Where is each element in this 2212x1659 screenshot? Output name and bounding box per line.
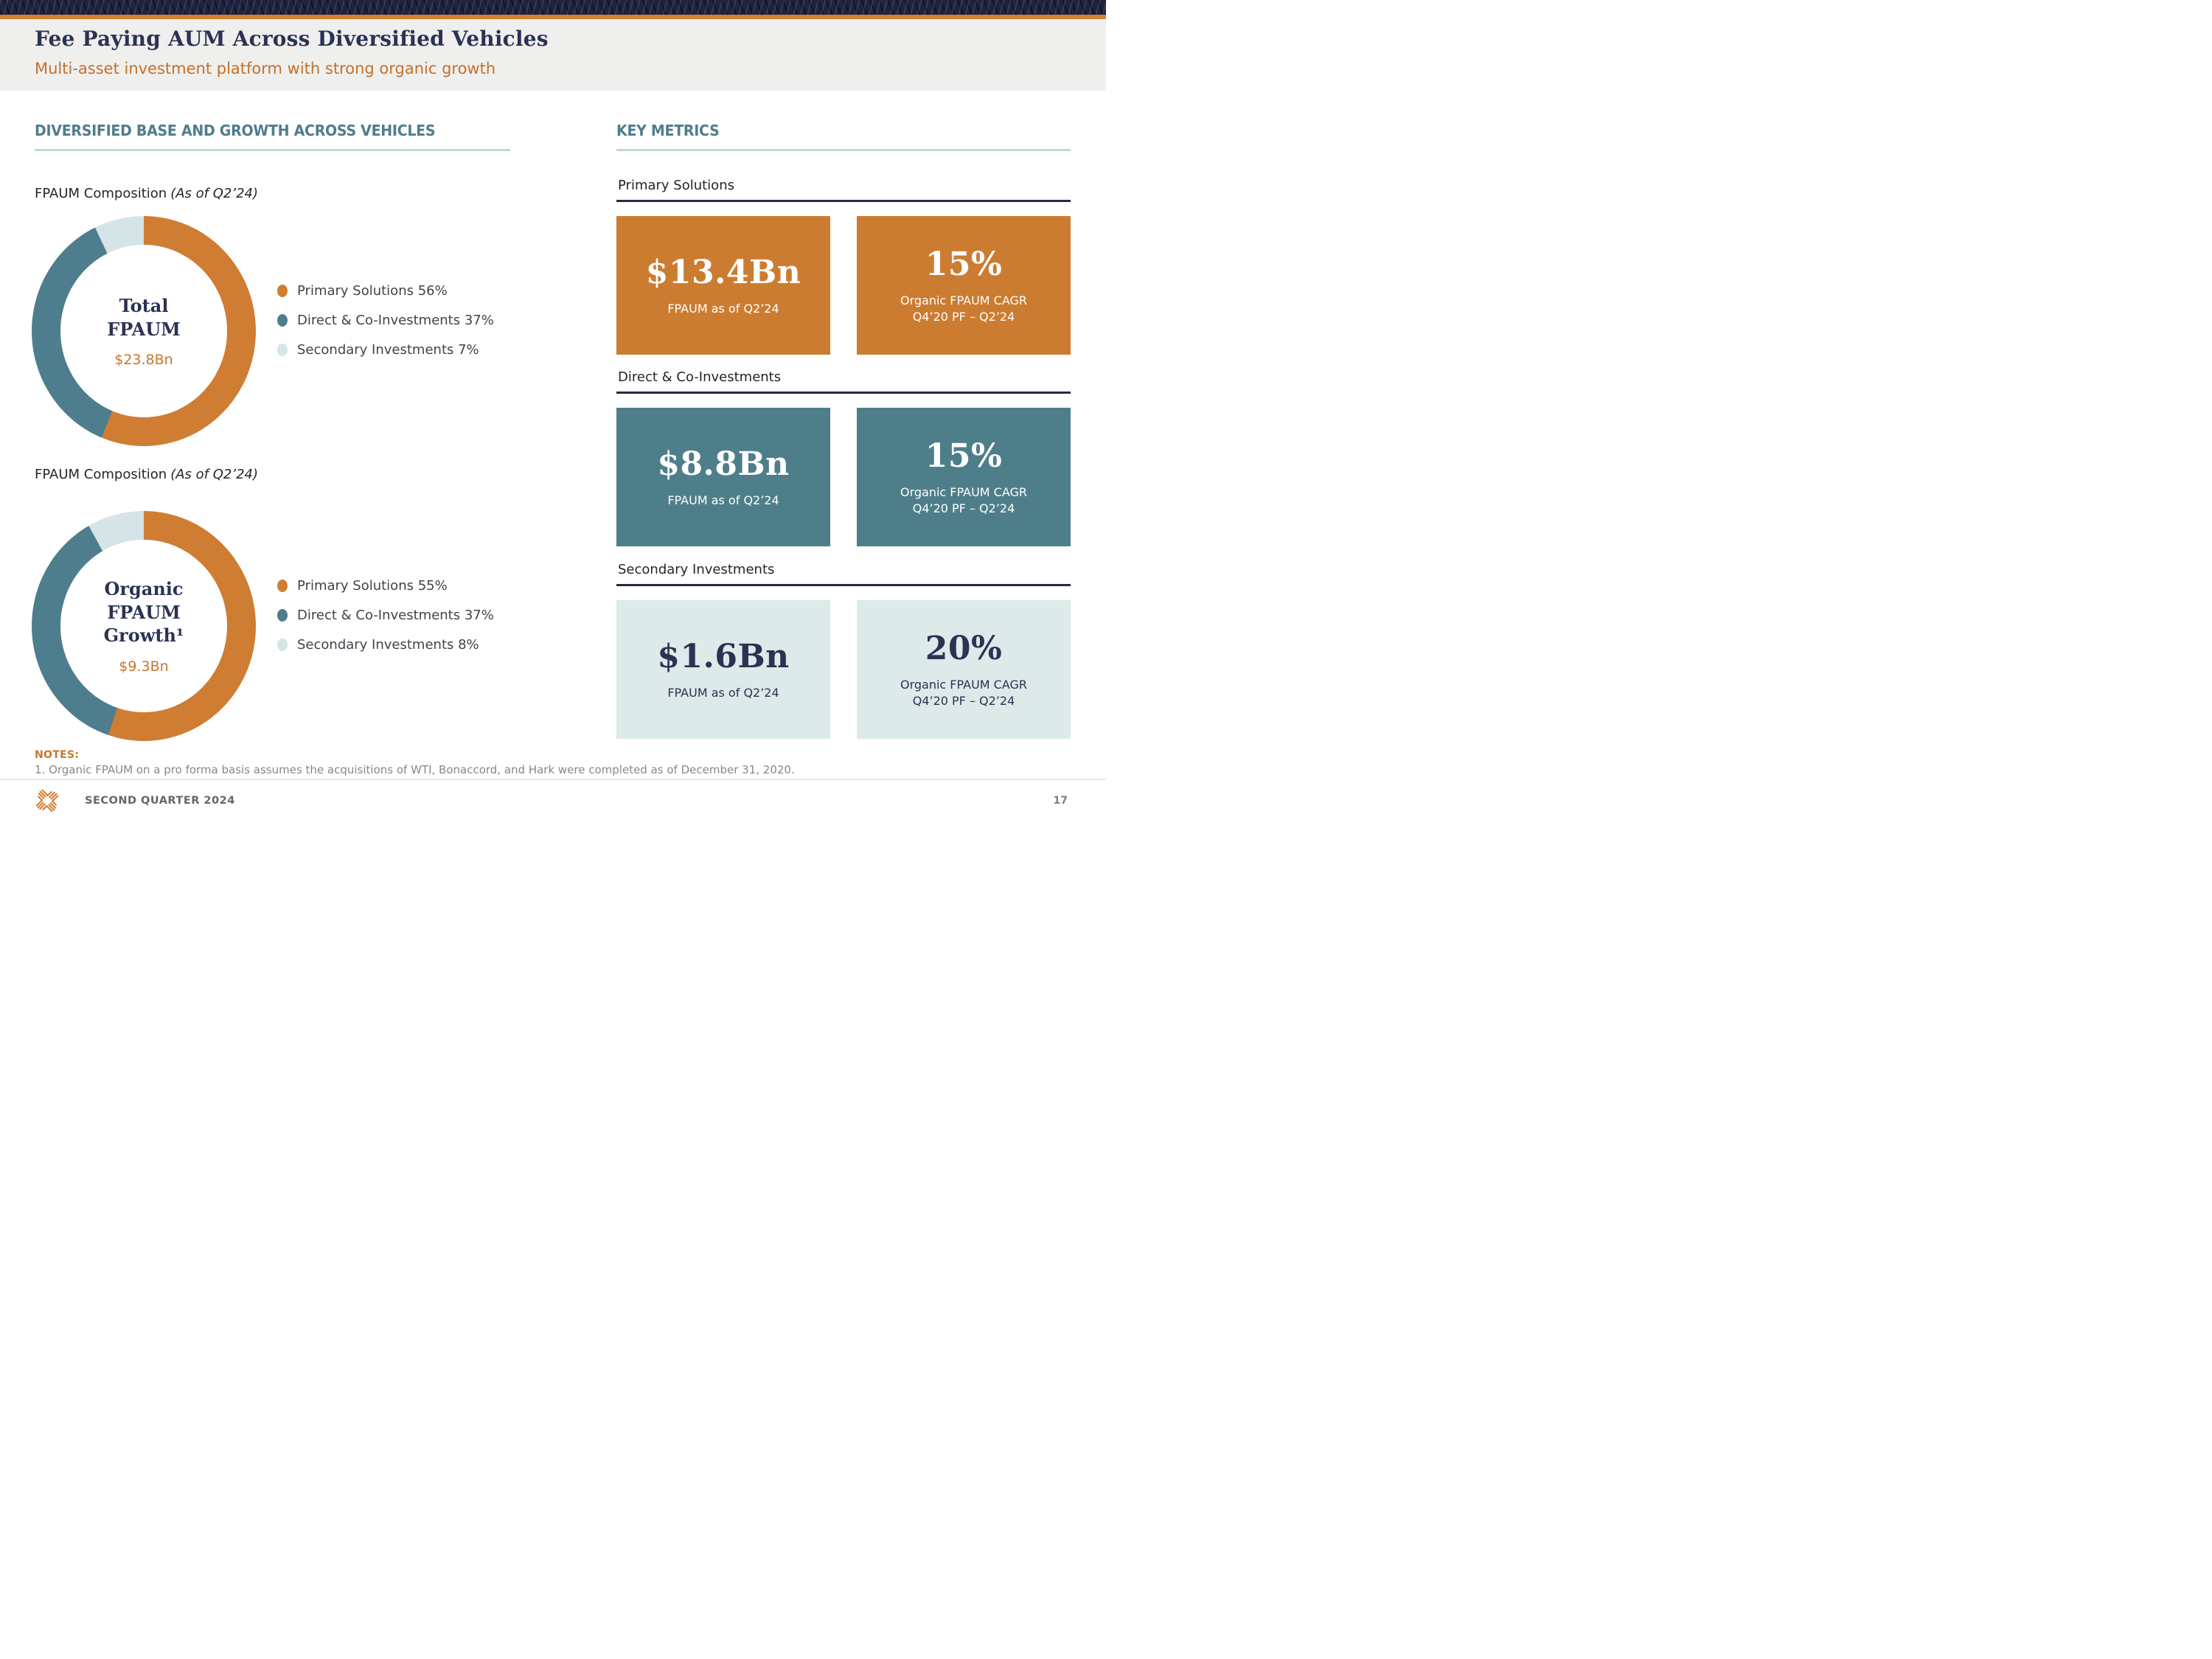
legend-item: Primary Solutions 56% <box>277 283 494 299</box>
legend-item: Primary Solutions 55% <box>277 578 494 594</box>
donut1-center: Total FPAUM $23.8Bn <box>60 245 227 417</box>
legend-dot-direct-icon <box>277 314 288 327</box>
page-subtitle: Multi-asset investment platform with str… <box>35 60 496 77</box>
legend-label: Direct & Co-Investments 37% <box>297 608 494 623</box>
group-label-primary-solutions: Primary Solutions <box>618 178 734 193</box>
metric-caption: FPAUM as of Q2’24 <box>667 301 779 316</box>
donut2-center-title: Organic FPAUM Growth¹ <box>104 577 184 647</box>
metric-value: 20% <box>925 629 1003 667</box>
legend-label: Direct & Co-Investments 37% <box>297 313 494 328</box>
page-number: 17 <box>1053 795 1068 807</box>
legend-label: Primary Solutions 55% <box>297 578 448 594</box>
page-title: Fee Paying AUM Across Diversified Vehicl… <box>35 27 549 51</box>
donut1-caption-text: FPAUM Composition <box>35 186 167 201</box>
legend-dot-secondary-icon <box>277 639 288 651</box>
left-section-heading: DIVERSIFIED BASE AND GROWTH ACROSS VEHIC… <box>35 122 436 139</box>
donut2-center-line3: Growth¹ <box>103 625 184 647</box>
legend-label: Secondary Investments 7% <box>297 342 479 358</box>
legend-item: Secondary Investments 7% <box>277 342 494 358</box>
metric-caption: Organic FPAUM CAGR Q4’20 PF – Q2’24 <box>900 293 1028 324</box>
donut1-legend: Primary Solutions 56% Direct & Co-Invest… <box>277 283 494 372</box>
metric-card-primary-cagr: 15% Organic FPAUM CAGR Q4’20 PF – Q2’24 <box>857 216 1071 355</box>
header-band <box>0 19 1106 91</box>
metric-card-secondary-cagr: 20% Organic FPAUM CAGR Q4’20 PF – Q2’24 <box>857 600 1071 739</box>
legend-dot-primary-icon <box>277 580 288 592</box>
group-label-direct-co-investments: Direct & Co-Investments <box>618 369 782 385</box>
legend-item: Direct & Co-Investments 37% <box>277 313 494 328</box>
metric-value: $1.6Bn <box>657 637 790 675</box>
notes-label: NOTES: <box>35 749 80 761</box>
metric-caption: Organic FPAUM CAGR Q4’20 PF – Q2’24 <box>900 484 1028 515</box>
metric-card-direct-cagr: 15% Organic FPAUM CAGR Q4’20 PF – Q2’24 <box>857 408 1071 546</box>
metric-value: $13.4Bn <box>645 253 801 291</box>
donut1-center-title: Total FPAUM <box>107 294 180 341</box>
metric-card-primary-fpaum: $13.4Bn FPAUM as of Q2’24 <box>616 216 830 355</box>
donut2-center-line1: Organic <box>104 577 184 599</box>
footer-quarter-label: SECOND QUARTER 2024 <box>85 795 235 807</box>
legend-label: Primary Solutions 56% <box>297 283 448 299</box>
group-rule <box>616 200 1071 202</box>
metric-card-direct-fpaum: $8.8Bn FPAUM as of Q2’24 <box>616 408 830 546</box>
notes-text: 1. Organic FPAUM on a pro forma basis as… <box>35 763 795 776</box>
donut2-center-line2: FPAUM <box>107 601 181 623</box>
donut2-center-value: $9.3Bn <box>119 658 169 675</box>
group-rule <box>616 392 1071 394</box>
donut1-caption-note: (As of Q2’24) <box>170 186 258 201</box>
legend-dot-direct-icon <box>277 609 288 622</box>
legend-item: Direct & Co-Investments 37% <box>277 608 494 623</box>
right-section-heading: KEY METRICS <box>616 122 720 139</box>
metric-value: 15% <box>925 437 1003 475</box>
legend-item: Secondary Investments 8% <box>277 637 494 653</box>
metric-caption: FPAUM as of Q2’24 <box>667 493 779 507</box>
legend-dot-primary-icon <box>277 285 288 297</box>
right-section-rule <box>616 149 1071 151</box>
donut-chart-total-fpaum: Total FPAUM $23.8Bn <box>32 216 256 446</box>
donut2-center: Organic FPAUM Growth¹ $9.3Bn <box>60 540 227 712</box>
donut1-caption: FPAUM Composition (As of Q2’24) <box>35 186 258 201</box>
legend-dot-secondary-icon <box>277 344 288 356</box>
metric-value: 15% <box>925 245 1003 283</box>
group-label-secondary-investments: Secondary Investments <box>618 562 775 577</box>
top-texture-band <box>0 0 1106 15</box>
donut1-center-value: $23.8Bn <box>114 352 173 369</box>
company-logo-icon <box>35 789 59 813</box>
metric-caption: FPAUM as of Q2’24 <box>667 685 779 700</box>
footer-divider <box>0 779 1106 780</box>
donut2-caption-note: (As of Q2’24) <box>170 467 258 482</box>
donut2-caption-text: FPAUM Composition <box>35 467 167 482</box>
donut2-legend: Primary Solutions 55% Direct & Co-Invest… <box>277 578 494 667</box>
group-rule <box>616 584 1071 586</box>
donut2-caption: FPAUM Composition (As of Q2’24) <box>35 467 258 482</box>
legend-label: Secondary Investments 8% <box>297 637 479 653</box>
donut1-center-line2: FPAUM <box>107 318 181 340</box>
left-section-rule <box>35 149 510 151</box>
metric-caption: Organic FPAUM CAGR Q4’20 PF – Q2’24 <box>900 677 1028 708</box>
top-accent-bar <box>0 15 1106 19</box>
metric-value: $8.8Bn <box>657 445 790 483</box>
presentation-slide: Fee Paying AUM Across Diversified Vehicl… <box>0 0 1106 830</box>
donut1-center-line1: Total <box>119 294 169 316</box>
metric-card-secondary-fpaum: $1.6Bn FPAUM as of Q2’24 <box>616 600 830 739</box>
donut-chart-organic-fpaum-growth: Organic FPAUM Growth¹ $9.3Bn <box>32 511 256 741</box>
